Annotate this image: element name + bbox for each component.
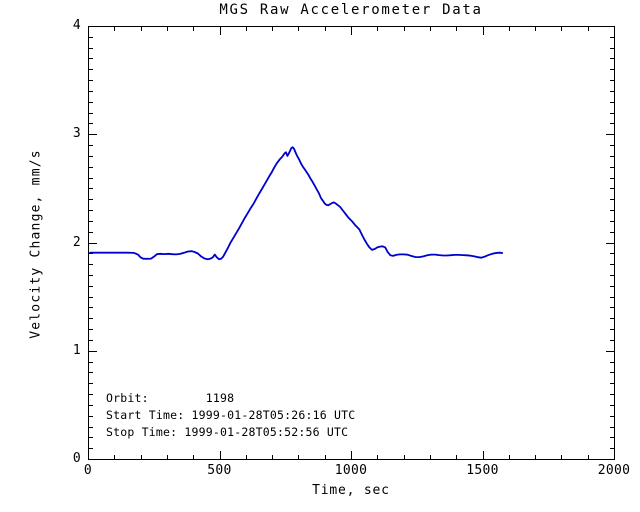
x-tick-label: 1500 [466, 463, 499, 478]
annotation-start-time: Start Time: 1999-01-28T05:26:16 UTC [106, 408, 356, 422]
plot-box [88, 26, 615, 460]
x-tick-label: 2000 [597, 463, 631, 478]
annotation-orbit: Orbit: 1198 [106, 391, 235, 405]
y-tick-label: 4 [72, 18, 81, 33]
x-tick-label: 500 [207, 463, 232, 478]
x-tick-label: 1000 [334, 463, 368, 478]
y-axis-label: Velocity Change, mm/s [28, 149, 44, 339]
y-tick-label: 3 [72, 126, 81, 142]
chart-title: MGS Raw Accelerometer Data [219, 2, 483, 18]
y-tick-label: 2 [72, 234, 81, 250]
x-axis-label: Time, sec [312, 483, 390, 498]
y-tick-label: 0 [72, 451, 81, 466]
x-tick-label: 0 [83, 463, 93, 478]
annotation-stop-time: Stop Time: 1999-01-28T05:52:56 UTC [106, 425, 349, 439]
data-line-velocity-change [89, 146, 504, 261]
y-tick-label: 1 [72, 342, 81, 358]
